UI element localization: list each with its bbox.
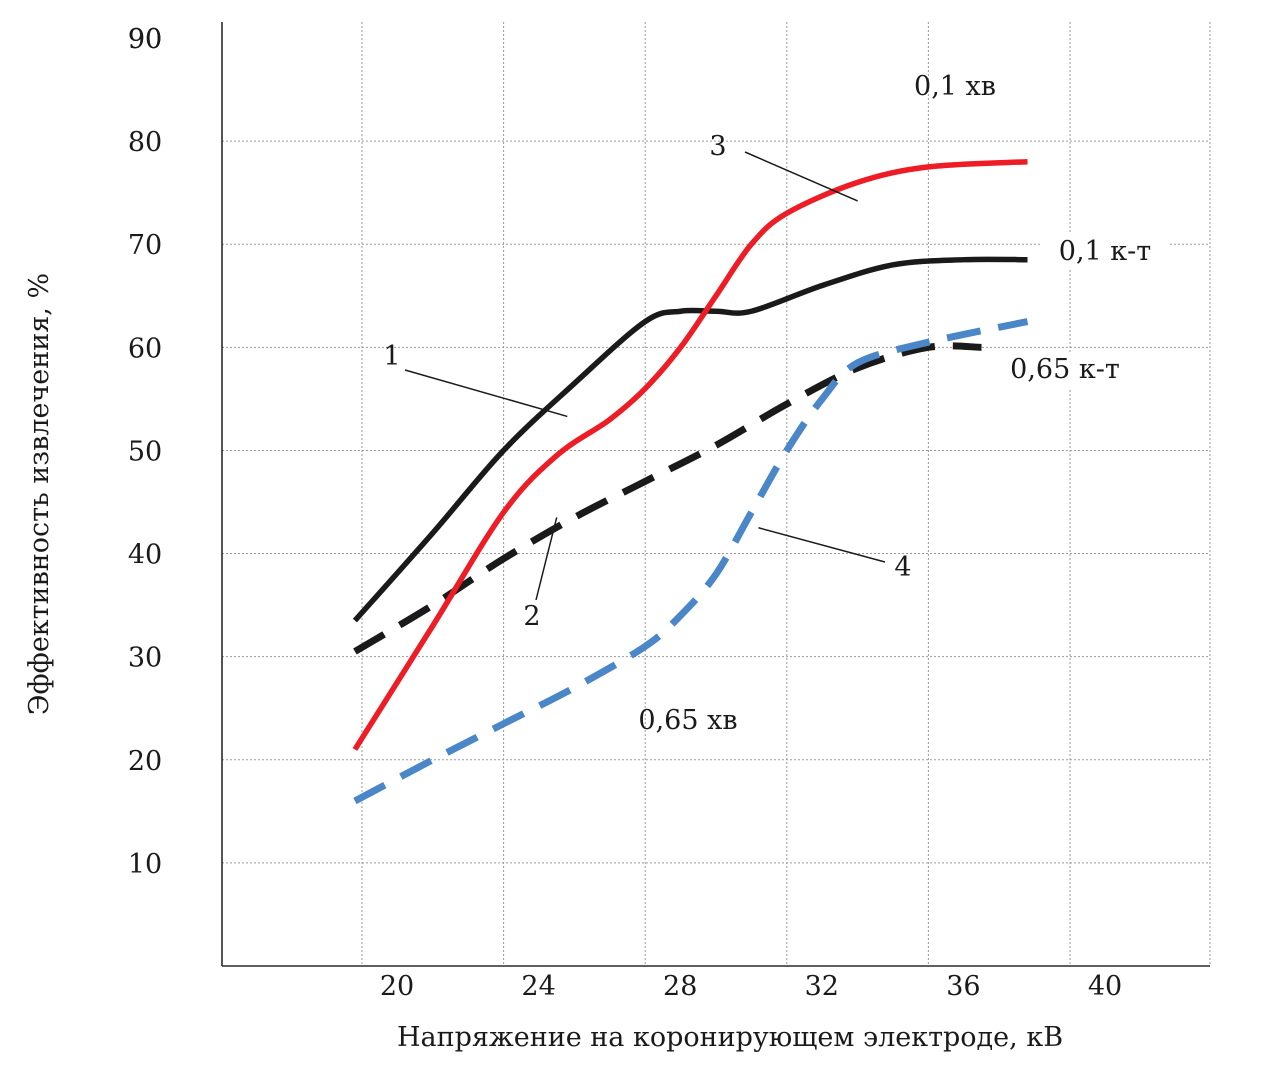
series-lines (352, 158, 1029, 805)
series-line-2 (353, 342, 982, 655)
annotation-label: 2 (523, 601, 540, 632)
y-tick-label: 90 (128, 24, 162, 55)
y-tick-label: 60 (128, 333, 162, 364)
x-tick-label: 36 (946, 971, 980, 1002)
series-line-1 (352, 256, 1028, 623)
x-axis-title: Напряжение на коронирующем электроде, кВ (397, 1022, 1063, 1053)
annotation-label: 0,65 хв (638, 705, 737, 736)
series-line-3 (352, 158, 1028, 751)
grid (222, 22, 1211, 966)
annotation-label: 0,65 к-т (1010, 354, 1120, 385)
annotation-backdrop (1042, 234, 1170, 270)
x-tick-label: 40 (1088, 971, 1122, 1002)
y-tick-label: 80 (128, 127, 162, 158)
x-tick-label: 20 (380, 971, 414, 1002)
y-tick-label: 40 (128, 540, 162, 571)
series-line-4 (353, 318, 1029, 805)
y-tick-label: 70 (128, 230, 162, 261)
x-tick-labels: 20 24 28 32 36 40 (380, 971, 1122, 1002)
x-tick-label: 28 (663, 971, 697, 1002)
annotation-label: 1 (383, 341, 400, 372)
x-tick-label: 32 (805, 971, 839, 1002)
y-tick-label: 20 (128, 746, 162, 777)
x-tick-label: 24 (521, 971, 555, 1002)
y-axis-title: Эффективность извлечения, % (24, 273, 55, 715)
leader-line (535, 517, 558, 601)
leader-line (758, 527, 886, 563)
annotation-label: 0,1 к-т (1059, 236, 1151, 267)
annotation-backdrop (995, 352, 1137, 388)
annotation-label: 0,1 хв (914, 71, 996, 102)
y-tick-label: 30 (128, 643, 162, 674)
leader-line (744, 151, 858, 202)
y-tick-label: 10 (128, 849, 162, 880)
leader-lines (404, 151, 886, 601)
leader-line (404, 369, 568, 418)
annotations: 1 2 3 4 0,1 хв 0,1 к-т 0,65 к-т 0,65 хв (383, 71, 1170, 736)
annotation-label: 4 (894, 552, 911, 583)
plot-background (222, 22, 1210, 966)
annotation-label: 3 (709, 131, 726, 162)
y-tick-label: 90 (128, 24, 162, 55)
y-tick-label: 50 (128, 436, 162, 467)
